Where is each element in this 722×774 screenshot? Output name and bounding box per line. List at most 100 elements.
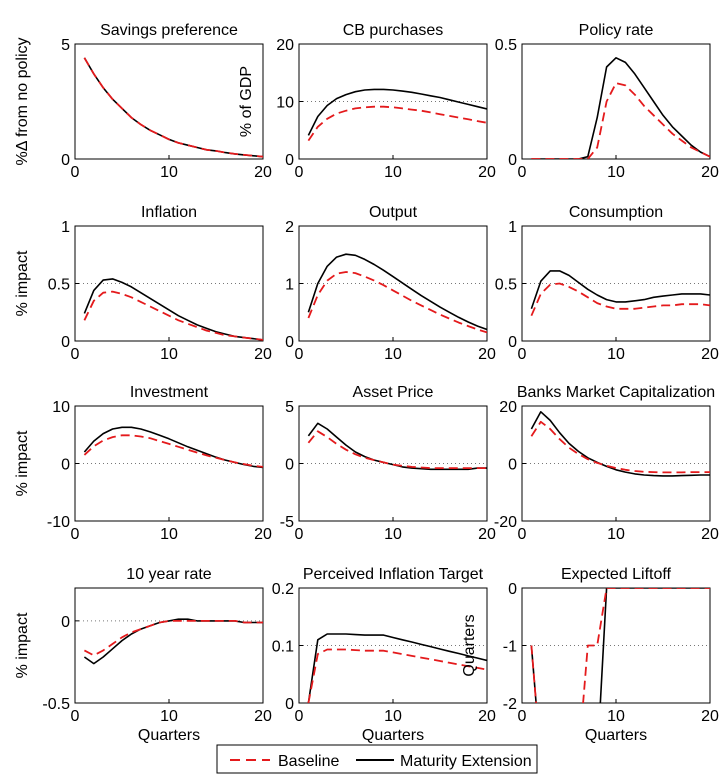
panel-title: Savings preference: [100, 22, 238, 39]
panel-title: Perceived Inflation Target: [303, 566, 484, 583]
x-tick-label: 10: [160, 164, 178, 181]
y-axis-label: % impact: [14, 430, 31, 496]
panel-title: Inflation: [141, 204, 197, 221]
y-tick-label: 0: [285, 334, 294, 351]
y-tick-label: 0: [61, 152, 70, 169]
x-tick-label: 0: [71, 346, 80, 363]
x-tick-label: 10: [160, 526, 178, 543]
series-line-baseline: [83, 290, 263, 341]
x-tick-label: 10: [384, 164, 402, 181]
panel-title: 10 year rate: [126, 566, 211, 583]
x-tick-label: 20: [254, 346, 272, 363]
y-tick-label: 0.1: [272, 639, 294, 656]
y-tick-label: 1: [285, 277, 294, 294]
x-tick-label: 20: [478, 346, 496, 363]
panel-title: CB purchases: [343, 22, 444, 39]
x-axis-label: Quarters: [585, 727, 647, 744]
y-tick-label: 0.5: [48, 277, 70, 294]
panel-title: Consumption: [569, 204, 663, 221]
panel-title: Expected Liftoff: [561, 566, 672, 583]
axes-box: [521, 43, 711, 160]
panel-title: Policy rate: [579, 22, 654, 39]
legend: Baseline Maturity Extension: [216, 744, 538, 774]
series-line-baseline: [83, 434, 263, 468]
y-axis-label: Quarters: [461, 614, 478, 676]
series-line-baseline: [83, 620, 263, 657]
series-line-maturity-extension: [83, 278, 263, 341]
x-tick-label: 20: [701, 526, 719, 543]
y-tick-label: 0: [508, 581, 517, 598]
x-tick-label: 0: [518, 526, 527, 543]
series-line-baseline: [530, 282, 710, 317]
x-tick-label: 0: [518, 346, 527, 363]
y-tick-label: 0.5: [495, 277, 517, 294]
y-tick-label: 10: [276, 95, 294, 112]
series-line-maturity-extension: [83, 618, 263, 665]
x-tick-label: 0: [295, 708, 304, 725]
series-line-baseline: [307, 271, 487, 334]
y-tick-label: 0: [61, 614, 70, 631]
x-tick-label: 0: [518, 708, 527, 725]
panel-inflation: Inflation 0 10 20 0 0.5 1 % impact: [14, 204, 272, 363]
y-tick-label: 0: [508, 152, 517, 169]
series-line-maturity-extension: [530, 270, 710, 310]
x-tick-label: 0: [71, 164, 80, 181]
y-tick-label: 0: [285, 457, 294, 474]
series-line-baseline: [307, 430, 487, 470]
x-tick-label: 20: [254, 708, 272, 725]
axes-box: [74, 43, 264, 160]
x-tick-label: 20: [478, 164, 496, 181]
y-tick-label: 0: [285, 152, 294, 169]
x-tick-label: 10: [160, 346, 178, 363]
x-tick-label: 10: [384, 708, 402, 725]
panel-title: Asset Price: [353, 384, 434, 401]
series-line-maturity-extension: [531, 56, 710, 159]
legend-maturity-label: Maturity Extension: [400, 753, 532, 770]
x-tick-label: 10: [607, 164, 625, 181]
series-line-baseline: [530, 420, 710, 474]
y-axis-label: % impact: [14, 612, 31, 678]
y-tick-label: 0: [508, 457, 517, 474]
series-line-baseline: [307, 648, 487, 703]
x-tick-label: 0: [71, 526, 80, 543]
series-line-maturity-extension: [83, 57, 263, 158]
y-tick-label: 1: [508, 219, 517, 236]
x-tick-label: 10: [384, 346, 402, 363]
series-line-maturity-extension: [530, 410, 710, 477]
x-tick-label: 10: [384, 526, 402, 543]
series-line-maturity-extension: [307, 88, 487, 136]
series-line-baseline: [531, 82, 710, 159]
x-tick-label: 0: [71, 708, 80, 725]
series-line-maturity-extension: [307, 633, 487, 703]
y-tick-label: -20: [494, 514, 517, 531]
panel-policy-rate: Policy rate 0 10 20 0 0.5: [495, 22, 719, 181]
panel-cb-purchases: CB purchases 0 10 20 0 10 20 % of GDP: [238, 22, 496, 181]
x-tick-label: 10: [607, 708, 625, 725]
x-tick-label: 0: [518, 164, 527, 181]
panel-output: Output 0 10 20 0 1 2: [285, 204, 496, 363]
series-line-baseline: [307, 105, 487, 142]
axes-box: [74, 587, 264, 704]
y-axis-label: % of GDP: [238, 66, 255, 137]
y-tick-label: 0: [285, 696, 294, 713]
series-line-maturity-extension: [83, 426, 263, 469]
y-tick-label: 0.2: [272, 581, 294, 598]
y-tick-label: 2: [285, 219, 294, 236]
panel-title: Banks Market Capitalization: [517, 384, 715, 401]
x-tick-label: 0: [295, 346, 304, 363]
y-tick-label: -2: [503, 696, 517, 713]
x-tick-label: 10: [607, 526, 625, 543]
x-tick-label: 10: [607, 346, 625, 363]
x-axis-label: Quarters: [362, 727, 424, 744]
y-tick-label: 0: [61, 457, 70, 474]
y-tick-label: -10: [47, 514, 70, 531]
y-tick-label: 1: [61, 219, 70, 236]
panel-title: Investment: [130, 384, 209, 401]
series-line-maturity-extension: [307, 422, 487, 471]
panel-expected-liftoff: Expected Liftoff 0 10 20 -2 -1 0 Quarters Quarte…: [461, 566, 719, 744]
